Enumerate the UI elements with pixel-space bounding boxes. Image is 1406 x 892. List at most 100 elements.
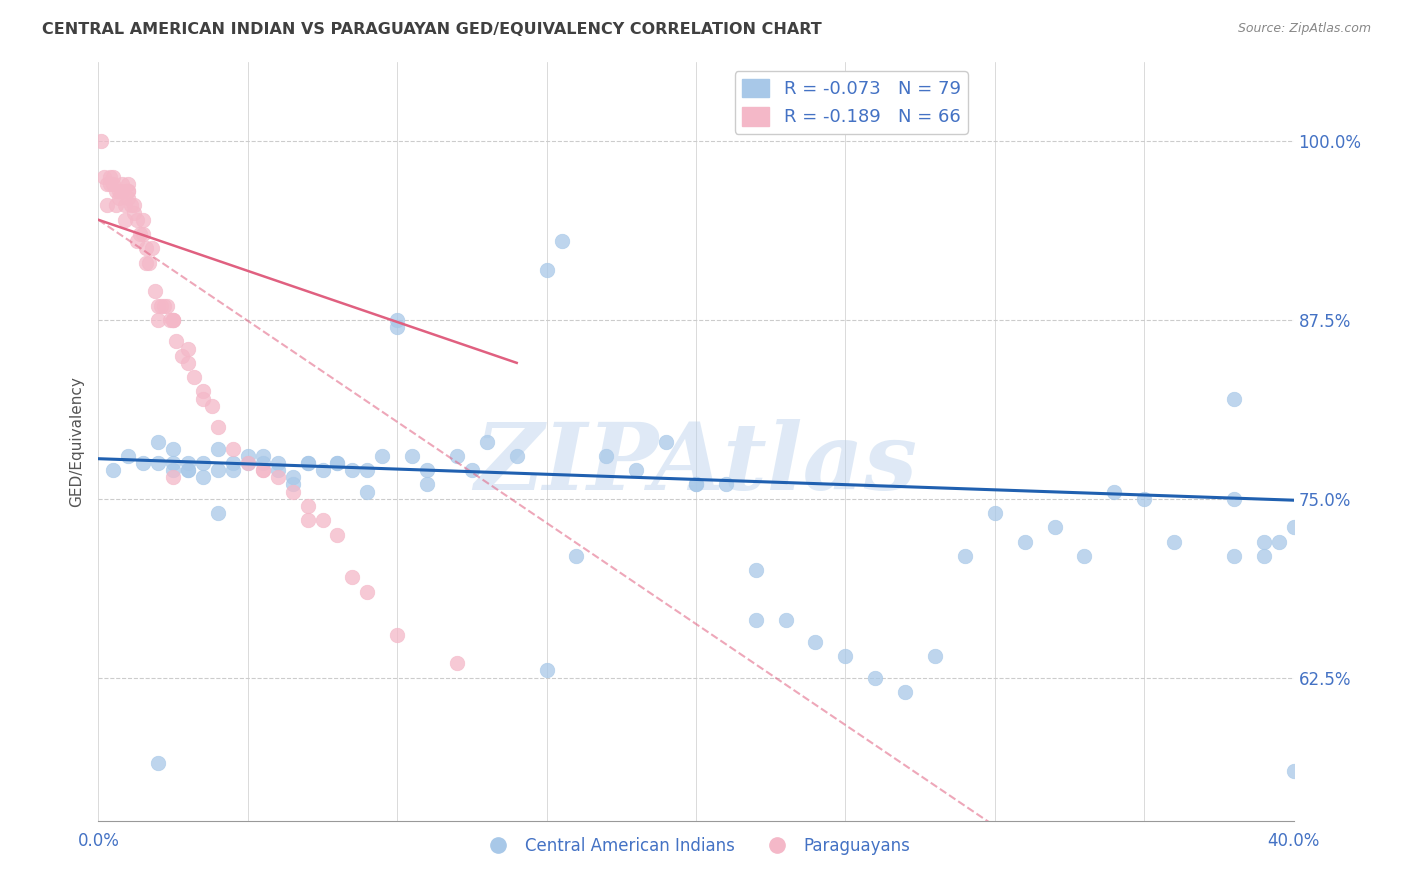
Point — [924, 649, 946, 664]
Point — [236, 456, 259, 470]
Point — [124, 205, 146, 219]
Point — [252, 463, 274, 477]
Point — [207, 463, 229, 477]
Point — [148, 313, 170, 327]
Point — [1043, 520, 1066, 534]
Point — [565, 549, 588, 563]
Point — [162, 313, 184, 327]
Point — [150, 299, 173, 313]
Point — [162, 456, 184, 470]
Point — [111, 184, 134, 198]
Point — [536, 664, 558, 678]
Point — [446, 657, 468, 671]
Point — [191, 470, 214, 484]
Point — [111, 177, 134, 191]
Point — [177, 456, 200, 470]
Point — [117, 184, 139, 198]
Point — [1282, 764, 1305, 778]
Point — [138, 256, 160, 270]
Point — [745, 563, 768, 577]
Point — [143, 285, 166, 299]
Point — [1223, 549, 1246, 563]
Point — [834, 649, 856, 664]
Point — [103, 169, 125, 184]
Point — [103, 463, 125, 477]
Point — [984, 506, 1007, 520]
Point — [222, 456, 245, 470]
Point — [506, 449, 529, 463]
Point — [655, 434, 678, 449]
Point — [1253, 549, 1275, 563]
Point — [326, 456, 349, 470]
Point — [117, 177, 139, 191]
Point — [162, 463, 184, 477]
Point — [297, 456, 319, 470]
Point — [311, 513, 333, 527]
Point — [103, 177, 125, 191]
Point — [153, 299, 176, 313]
Point — [114, 198, 136, 212]
Point — [1163, 534, 1185, 549]
Point — [536, 263, 558, 277]
Point — [953, 549, 976, 563]
Point — [252, 456, 274, 470]
Point — [385, 628, 409, 642]
Point — [595, 449, 617, 463]
Point — [148, 456, 170, 470]
Point — [401, 449, 423, 463]
Point — [416, 477, 439, 491]
Point — [117, 449, 139, 463]
Point — [775, 613, 797, 627]
Point — [177, 463, 200, 477]
Point — [117, 191, 139, 205]
Point — [96, 198, 118, 212]
Point — [685, 477, 707, 491]
Point — [120, 198, 142, 212]
Point — [124, 198, 146, 212]
Point — [356, 463, 378, 477]
Point — [177, 356, 200, 370]
Point — [127, 234, 149, 248]
Point — [416, 463, 439, 477]
Point — [297, 499, 319, 513]
Point — [159, 313, 181, 327]
Point — [132, 227, 155, 241]
Point — [626, 463, 648, 477]
Point — [281, 470, 304, 484]
Point — [865, 671, 887, 685]
Text: Source: ZipAtlas.com: Source: ZipAtlas.com — [1237, 22, 1371, 36]
Point — [177, 342, 200, 356]
Point — [105, 184, 128, 198]
Point — [117, 184, 139, 198]
Point — [90, 134, 112, 148]
Point — [135, 256, 157, 270]
Point — [105, 198, 128, 212]
Point — [98, 177, 122, 191]
Point — [98, 169, 122, 184]
Point — [93, 169, 115, 184]
Point — [804, 635, 827, 649]
Point — [162, 470, 184, 484]
Point — [1133, 491, 1156, 506]
Point — [236, 456, 259, 470]
Point — [177, 463, 200, 477]
Point — [162, 313, 184, 327]
Point — [96, 177, 118, 191]
Point — [461, 463, 484, 477]
Point — [156, 299, 179, 313]
Point — [191, 456, 214, 470]
Point — [685, 477, 707, 491]
Point — [475, 434, 498, 449]
Point — [311, 463, 333, 477]
Point — [108, 184, 131, 198]
Point — [267, 456, 290, 470]
Point — [162, 313, 184, 327]
Legend: Central American Indians, Paraguayans: Central American Indians, Paraguayans — [475, 830, 917, 862]
Point — [1104, 484, 1126, 499]
Point — [222, 463, 245, 477]
Point — [342, 570, 364, 584]
Point — [1073, 549, 1095, 563]
Point — [1267, 534, 1289, 549]
Point — [371, 449, 394, 463]
Point — [326, 456, 349, 470]
